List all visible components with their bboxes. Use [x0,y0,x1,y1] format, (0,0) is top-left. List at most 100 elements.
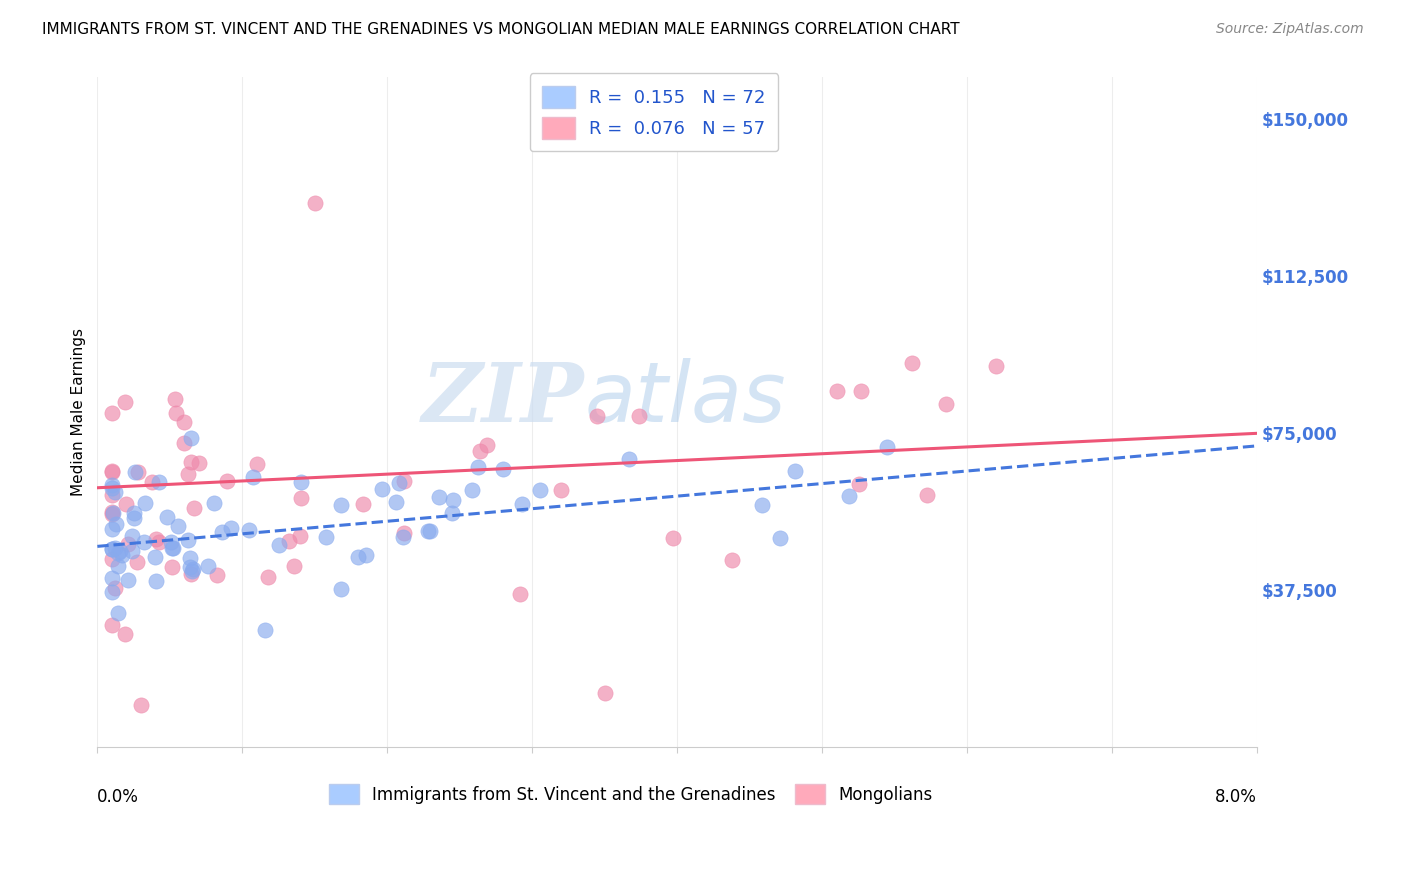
Point [183,562,205,576]
Point [392,475,415,489]
Point [156,510,179,524]
Point [267,538,290,552]
Point [103,485,125,500]
Point [901,356,924,370]
Point [475,438,498,452]
Point [215,474,238,488]
Text: ZIP: ZIP [422,359,585,439]
Point [441,493,464,508]
Point [114,627,136,641]
Point [104,581,127,595]
Point [124,465,146,479]
Point [627,409,650,423]
Point [290,475,312,489]
Point [107,546,129,560]
Point [385,495,408,509]
Point [121,529,143,543]
Point [101,542,124,557]
Point [329,499,352,513]
Text: IMMIGRANTS FROM ST. VINCENT AND THE GRENADINES VS MONGOLIAN MEDIAN MALE EARNINGS: IMMIGRANTS FROM ST. VINCENT AND THE GREN… [42,22,960,37]
Point [101,618,124,632]
Point [330,582,353,596]
Point [101,584,124,599]
Point [418,524,440,538]
Point [103,541,125,555]
Point [101,507,124,521]
Point [825,384,848,398]
Point [114,394,136,409]
Point [121,544,143,558]
Point [180,431,202,445]
Point [173,415,195,429]
Point [392,525,415,540]
Point [101,488,124,502]
Point [101,505,124,519]
Point [117,537,139,551]
Point [246,458,269,472]
Point [117,573,139,587]
Point [290,491,312,505]
Point [141,475,163,489]
Point [510,497,533,511]
Point [277,533,299,548]
Point [148,535,170,549]
Point [492,462,515,476]
Point [127,465,149,479]
Point [163,392,186,406]
Point [838,489,860,503]
Point [785,464,807,478]
Point [181,564,204,578]
Point [160,541,183,555]
Point [177,467,200,482]
Point [371,482,394,496]
Point [162,559,184,574]
Point [461,483,484,497]
Point [288,529,311,543]
Point [211,524,233,539]
Point [108,543,131,558]
Point [159,535,181,549]
Point [177,533,200,547]
Point [256,570,278,584]
Point [162,541,184,555]
Point [107,559,129,574]
Point [166,519,188,533]
Point [101,571,124,585]
Point [127,555,149,569]
Point [101,541,124,556]
Point [101,465,124,479]
Point [105,516,128,531]
Point [721,553,744,567]
Point [935,397,957,411]
Point [283,558,305,573]
Point [354,548,377,562]
Text: 8.0%: 8.0% [1215,788,1257,805]
Point [101,478,124,492]
Point [253,623,276,637]
Point [101,464,124,478]
Point [391,531,413,545]
Point [180,455,202,469]
Point [107,606,129,620]
Point [304,196,326,211]
Point [202,496,225,510]
Point [440,507,463,521]
Text: 0.0%: 0.0% [97,788,139,805]
Point [143,549,166,564]
Point [984,359,1007,374]
Point [207,568,229,582]
Point [129,698,152,713]
Point [122,511,145,525]
Point [586,409,609,424]
Point [148,475,170,489]
Point [388,476,411,491]
Point [145,574,167,588]
Point [101,522,124,536]
Legend: Immigrants from St. Vincent and the Grenadines, Mongolians: Immigrants from St. Vincent and the Gren… [321,776,941,813]
Point [848,476,870,491]
Point [219,521,242,535]
Point [662,531,685,545]
Point [165,406,187,420]
Point [110,549,132,563]
Point [173,436,195,450]
